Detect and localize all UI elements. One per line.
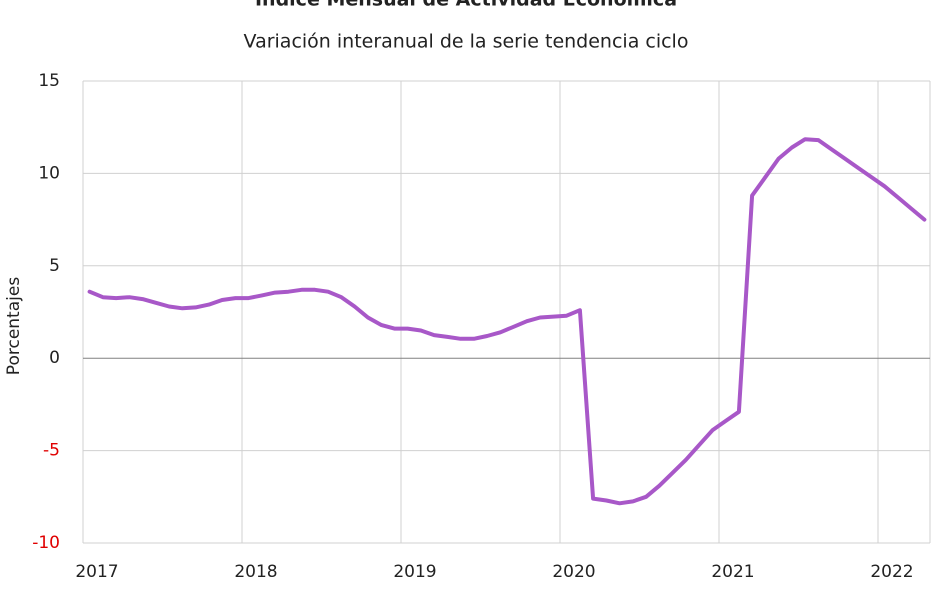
x-tick-label: 2021: [711, 562, 754, 582]
y-tick-label: 0: [49, 348, 60, 368]
data-line: [87, 137, 927, 506]
chart-subtitle: Variación interanual de la serie tendenc…: [244, 31, 689, 53]
y-tick-label: 5: [49, 256, 60, 276]
y-tick-label: -10: [32, 533, 60, 553]
y-axis-label: Porcentajes: [4, 277, 24, 376]
x-tick-label: 2020: [552, 562, 595, 582]
x-tick-label: 2017: [75, 562, 118, 582]
y-tick-label: 10: [38, 163, 60, 183]
y-tick-label: -5: [43, 441, 60, 461]
x-tick-label: 2022: [870, 562, 913, 582]
y-tick-label: 15: [38, 71, 60, 91]
x-tick-label: 2019: [393, 562, 436, 582]
chart-title: Índice Mensual de Actividad Económica: [255, 0, 677, 11]
x-tick-label: 2018: [234, 562, 277, 582]
